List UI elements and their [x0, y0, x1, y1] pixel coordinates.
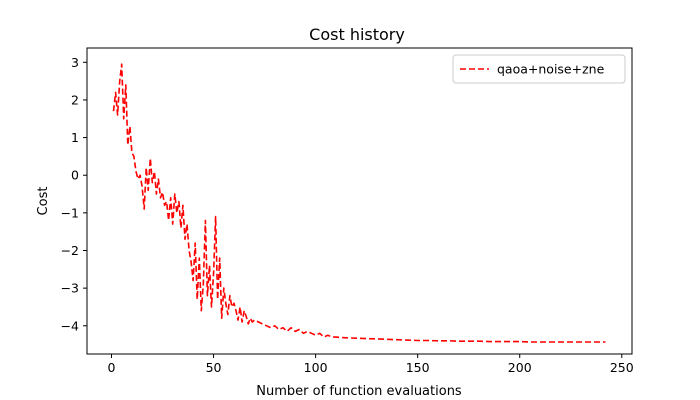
legend: qaoa+noise+zne: [452, 54, 626, 84]
y-tick-label: 1: [71, 130, 79, 145]
x-tick-label: 100: [304, 360, 328, 375]
y-tick-label: 3: [71, 55, 79, 70]
y-tick-label: −1: [61, 205, 79, 220]
legend-label-qaoa-noise-zne: qaoa+noise+zne: [497, 62, 605, 77]
x-tick-label: 0: [108, 360, 116, 375]
y-axis: 3 2 1 0 −1 −2 −3 −4: [61, 55, 87, 333]
plot-area: [86, 47, 633, 355]
y-tick-label: 0: [71, 168, 79, 183]
series-layer: [112, 63, 606, 343]
chart-title: Cost history: [309, 25, 405, 44]
x-tick-label: 150: [406, 360, 430, 375]
y-tick-label: −2: [61, 243, 79, 258]
y-tick-label: 2: [71, 92, 79, 107]
plot-frame: [86, 47, 633, 355]
series-line-qaoa-noise-zne: [112, 63, 606, 343]
x-tick-label: 250: [610, 360, 634, 375]
y-tick-label: −3: [61, 281, 79, 296]
legend-box: [452, 54, 626, 84]
y-tick-label: −4: [61, 318, 79, 333]
x-axis: 0 50 100 150 200 250: [108, 354, 634, 375]
x-tick-label: 200: [508, 360, 532, 375]
x-axis-label: Number of function evaluations: [256, 384, 462, 399]
y-axis-label: Cost: [36, 187, 51, 216]
x-tick-label: 50: [206, 360, 222, 375]
